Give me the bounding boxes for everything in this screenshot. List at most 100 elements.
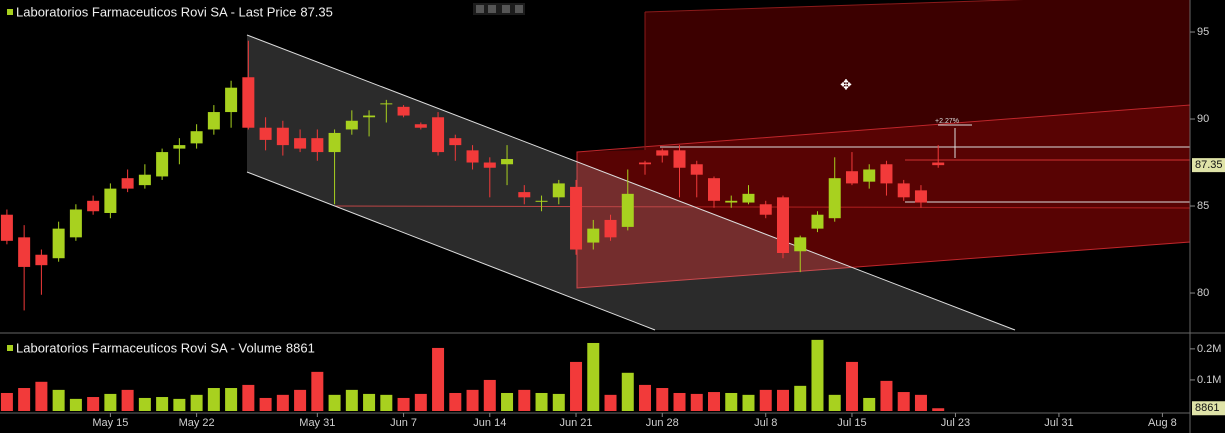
candle-body <box>604 219 617 238</box>
volume-bar <box>880 380 893 411</box>
volume-bar <box>725 392 738 411</box>
x-tick-label: Jun 28 <box>646 417 679 429</box>
toolbar-icon[interactable] <box>502 5 510 13</box>
volume-bar <box>242 384 255 411</box>
candle-body <box>259 127 272 140</box>
candle-body <box>863 169 876 182</box>
volume-bar <box>673 392 686 411</box>
volume-bar <box>52 389 65 411</box>
x-tick-label: Aug 8 <box>1148 417 1177 429</box>
x-tick-label: May 22 <box>179 417 215 429</box>
candle-body <box>880 164 893 184</box>
y-tick-label: 85 <box>1197 200 1209 212</box>
overlays: ✥ <box>246 0 1191 331</box>
candle-body <box>621 193 634 227</box>
volume-bar <box>18 388 31 411</box>
toolbar <box>473 3 525 15</box>
volume-title: Laboratorios Farmaceuticos Rovi SA - Vol… <box>16 340 282 355</box>
candle-body <box>845 171 858 184</box>
candle-body <box>501 159 514 165</box>
volume-bar <box>552 393 565 411</box>
candle-body <box>380 103 393 105</box>
candle-body <box>276 127 289 146</box>
volume-bar <box>776 389 789 411</box>
volume-bar <box>466 389 479 411</box>
x-tick-label: Jul 15 <box>837 417 866 429</box>
volume-bar <box>397 397 410 411</box>
toolbar-icon[interactable] <box>488 5 496 13</box>
volume-bar <box>501 392 514 411</box>
x-tick-label: Jul 23 <box>941 417 970 429</box>
volume-bar <box>414 393 427 411</box>
candle-body <box>811 214 824 229</box>
volume-bar <box>380 394 393 411</box>
candle-body <box>932 162 945 166</box>
x-tick-label: Jun 7 <box>390 417 417 429</box>
volume-bar <box>259 397 272 411</box>
legend-swatch <box>7 9 13 15</box>
cursor: ✥ <box>840 77 852 93</box>
volume-bar <box>138 397 151 411</box>
volume-bar <box>811 339 824 411</box>
candle-body <box>518 192 531 198</box>
volume-bar <box>932 408 945 411</box>
volume-bar <box>863 397 876 411</box>
volume-bar <box>483 379 496 411</box>
candle-body <box>311 138 324 153</box>
volume-bar <box>345 389 358 411</box>
candle-body <box>138 174 151 186</box>
legend-swatch <box>7 345 13 351</box>
volume-bar <box>121 389 134 411</box>
candle-body <box>0 214 13 241</box>
candle-body <box>345 120 358 130</box>
candle-body <box>432 117 445 153</box>
toolbar-icon[interactable] <box>515 5 523 13</box>
candle-body <box>242 77 255 128</box>
volume-bar <box>587 342 600 411</box>
volume-bar <box>639 384 652 411</box>
y-tick-label: 90 <box>1197 113 1209 125</box>
toolbar-icon[interactable] <box>476 5 484 13</box>
candle-body <box>914 190 927 203</box>
y-tick-label: 95 <box>1197 26 1209 38</box>
volume-bar <box>570 361 583 411</box>
volume-bar <box>604 394 617 411</box>
candle-body <box>18 237 31 267</box>
volume-bar <box>363 393 376 411</box>
candle-body <box>794 237 807 252</box>
volume-bar <box>190 394 203 411</box>
volume-bar <box>535 392 548 411</box>
candle-body <box>173 145 186 149</box>
candle-body <box>483 162 496 168</box>
volume-bar <box>173 398 186 411</box>
candle-body <box>190 131 203 144</box>
candle-body <box>742 193 755 203</box>
candle-body <box>363 115 376 118</box>
candle-body <box>104 188 117 213</box>
volume-bar <box>656 388 669 411</box>
candle-body <box>587 228 600 243</box>
candle-body <box>466 150 479 163</box>
x-tick-label: Jun 14 <box>473 417 506 429</box>
regression-zone <box>577 0 1190 288</box>
y-tick-label: 0.1M <box>1197 374 1221 386</box>
y-tick-label: 0.2M <box>1197 343 1221 355</box>
volume-bar <box>104 393 117 411</box>
candle-body <box>828 178 841 219</box>
volume-bar <box>794 385 807 411</box>
last-value-box <box>1192 158 1225 173</box>
candle-body <box>156 152 169 177</box>
candle-body <box>708 178 720 201</box>
volume-bar <box>708 392 720 411</box>
candle-body <box>535 200 548 202</box>
volume-bar <box>759 389 772 411</box>
candle-body <box>69 209 82 238</box>
candle-body <box>690 164 703 175</box>
x-tick-label: Jul 31 <box>1044 417 1073 429</box>
title-last-value: 87.35 <box>300 4 333 19</box>
candle-body <box>776 197 789 254</box>
x-tick-label: May 15 <box>92 417 128 429</box>
candle-body <box>449 138 462 146</box>
last-value-label: 87.35 <box>1195 159 1223 171</box>
